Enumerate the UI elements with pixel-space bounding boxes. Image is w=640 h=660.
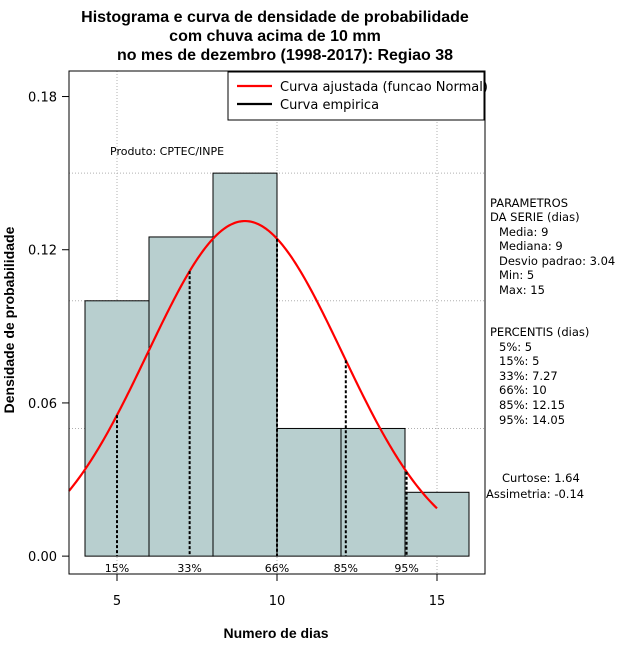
percentil-5: 5%: 5: [499, 340, 532, 354]
percentil-85: 85%: 12.15: [499, 398, 565, 412]
x-tick-label: 10: [269, 594, 286, 609]
y-axis-label: Densidade de probabilidade: [1, 226, 17, 413]
percentile-layer: 15% 33% 66% 85% 95%: [105, 238, 419, 575]
percentil-95: 95%: 14.05: [499, 413, 565, 427]
bars-layer: [84, 172, 470, 557]
legend-label-normal: Curva ajustada (funcao Normal): [280, 80, 488, 95]
percentile-label: 15%: [105, 562, 129, 575]
histogram-bar: [212, 172, 278, 557]
y-tick-label: 0.00: [28, 550, 57, 565]
y-tick-label: 0.18: [28, 91, 57, 106]
curve-layer: [68, 219, 438, 510]
percentil-33: 33%: 7.27: [499, 369, 558, 383]
chart-title-line-3: no mes de dezembro (1998-2017): Regiao 3…: [117, 47, 453, 64]
param-max: Max: 15: [499, 283, 545, 297]
histogram-bar: [404, 491, 470, 557]
percentis-title: PERCENTIS (dias): [490, 325, 589, 339]
y-tick-label: 0.12: [28, 244, 57, 259]
histogram-bar: [148, 236, 214, 557]
percentile-label: 95%: [394, 562, 418, 575]
normal-fit-curve: [68, 219, 438, 510]
histogram-bar: [84, 300, 150, 557]
param-mediana: Mediana: 9: [499, 239, 563, 253]
histogram-bar: [340, 427, 406, 557]
param-media: Media: 9: [499, 225, 548, 239]
x-tick-label: 5: [113, 594, 121, 609]
curtose: Curtose: 1.64: [502, 471, 580, 485]
legend-box: [227, 71, 485, 121]
chart-title-line-2: com chuva acima de 10 mm: [169, 28, 381, 45]
param-desvio: Desvio padrao: 3.04: [499, 254, 615, 268]
legend-label-empirical: Curva empirica: [280, 98, 379, 113]
percentile-label: 33%: [177, 562, 201, 575]
assimetria: Assimetria: -0.14: [486, 487, 584, 501]
histogram-bar: [276, 427, 342, 557]
x-axis: 5 10 15: [113, 573, 446, 609]
y-tick-label: 0.06: [28, 397, 57, 412]
chart-title-line-1: Histograma e curva de densidade de proba…: [81, 9, 469, 26]
stats-panel: PARAMETROS DA SERIE (dias) Media: 9 Medi…: [486, 196, 615, 501]
x-axis-label: Numero de dias: [223, 625, 328, 641]
percentile-label: 66%: [265, 562, 289, 575]
y-axis: 0.00 0.06 0.12 0.18: [28, 91, 70, 565]
percentil-15: 15%: 5: [499, 354, 539, 368]
params-title-2: DA SERIE (dias): [490, 210, 580, 224]
product-annotation: Produto: CPTEC/INPE: [110, 145, 224, 158]
x-tick-label: 15: [429, 594, 446, 609]
param-min: Min: 5: [499, 268, 534, 282]
percentile-label: 85%: [334, 562, 358, 575]
legend: Curva ajustada (funcao Normal) Curva emp…: [227, 71, 488, 121]
params-title-1: PARAMETROS: [490, 196, 568, 210]
percentil-66: 66%: 10: [499, 383, 547, 397]
